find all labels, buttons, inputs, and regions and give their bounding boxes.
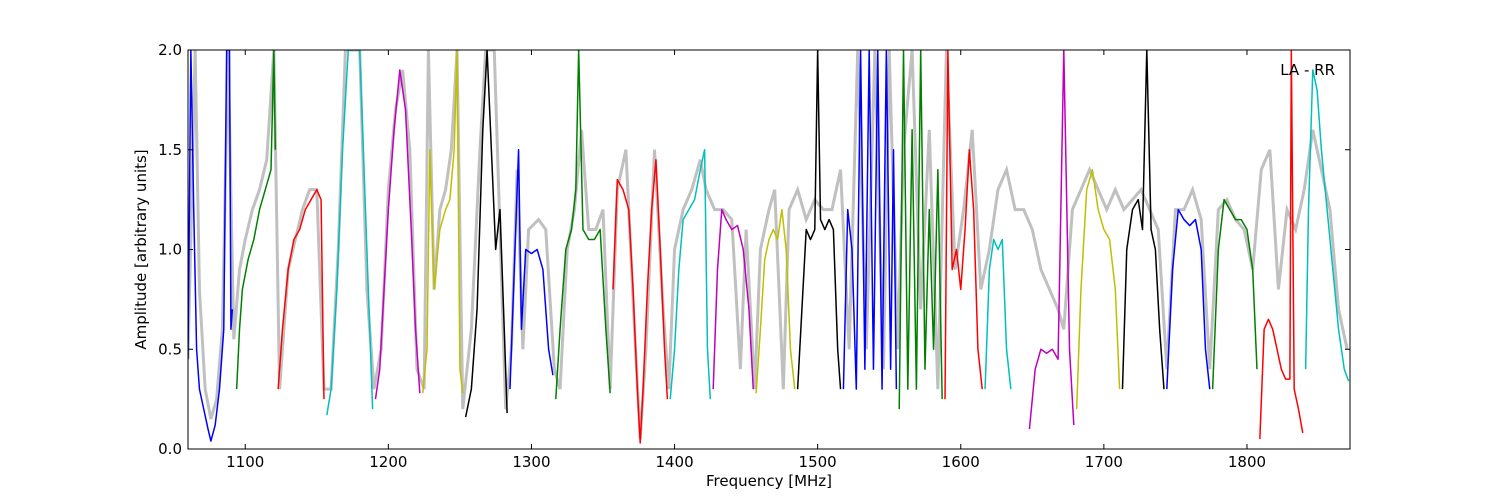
x-tick-label: 1800	[1228, 453, 1266, 471]
series-line-8	[509, 149, 554, 390]
series-line-11	[669, 149, 712, 400]
series-line-10	[612, 158, 669, 444]
series-line-19	[1028, 50, 1075, 430]
y-tick-label: 2.0	[158, 41, 182, 59]
y-tick-label: 1.0	[158, 241, 182, 259]
x-tick-label: 1700	[1085, 453, 1123, 471]
y-tick-label: 0.5	[158, 340, 182, 358]
y-tick-label: 0.0	[158, 440, 182, 458]
series-line-25	[1304, 69, 1350, 382]
series-line-23	[1211, 198, 1258, 390]
panel-annotation: LA - RR	[1280, 61, 1335, 79]
series-line-2	[235, 50, 277, 390]
series-line-5	[374, 69, 421, 400]
series-line-4	[326, 50, 374, 416]
x-tick-label: 1300	[512, 453, 550, 471]
series-line-3	[277, 188, 325, 400]
series-line-17	[944, 50, 983, 400]
x-axis-label: Frequency [MHz]	[706, 472, 832, 490]
x-tick-label: 1100	[226, 453, 264, 471]
y-tick-label: 1.5	[158, 141, 182, 159]
series-line-13	[755, 208, 796, 394]
series-line-21	[1121, 50, 1165, 390]
series-line-12	[712, 208, 755, 390]
x-tick-label: 1600	[942, 453, 980, 471]
x-tick-label: 1200	[369, 453, 407, 471]
y-axis: 0.0 0.5 1.0 1.5 2.0	[158, 41, 1350, 458]
series-line-20	[1075, 168, 1121, 410]
series-line-24	[1259, 50, 1304, 440]
background-series-line	[188, 50, 1349, 440]
x-axis: 1100 1200 1300 1400 1500 1600 1700 1800	[226, 50, 1266, 471]
series-line-6	[421, 50, 464, 394]
series-line-22	[1166, 208, 1211, 390]
x-tick-label: 1400	[655, 453, 693, 471]
series-line-14	[796, 50, 842, 390]
y-axis-label: Amplitude [arbitrary units]	[132, 149, 150, 349]
background-series-layer	[188, 50, 1349, 440]
series-line-9	[555, 50, 611, 400]
series-line-18	[984, 238, 1012, 390]
series-line-16	[898, 50, 943, 410]
x-tick-label: 1500	[799, 453, 837, 471]
series-layer	[188, 50, 1350, 444]
series-line-1	[188, 50, 234, 442]
series-line-7	[464, 50, 508, 418]
series-line-15	[842, 50, 898, 390]
